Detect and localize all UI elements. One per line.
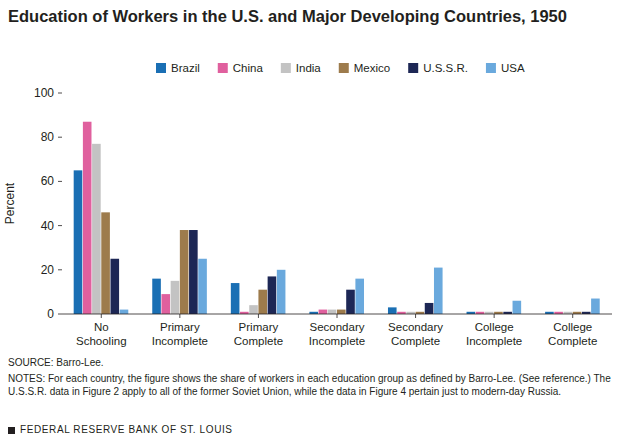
x-tick-label-line: College — [553, 321, 592, 333]
bar — [268, 276, 277, 314]
bar — [355, 279, 364, 314]
y-axis-label: Percent — [3, 182, 17, 224]
legend-label: China — [233, 62, 264, 74]
y-tick-label: 100 — [34, 86, 54, 100]
bar — [101, 212, 110, 314]
bar — [434, 268, 443, 314]
y-tick-label: 20 — [41, 263, 55, 277]
bar — [337, 310, 346, 314]
bar — [388, 307, 397, 314]
bar — [120, 310, 129, 314]
y-tick-label: 40 — [41, 219, 55, 233]
bar — [513, 301, 522, 314]
legend-swatch — [156, 63, 166, 73]
legend-swatch — [486, 63, 496, 73]
bars — [74, 122, 600, 314]
bar — [161, 294, 170, 314]
x-tick-label-line: Primary — [160, 321, 200, 333]
bar — [258, 290, 267, 314]
x-tick — [337, 314, 338, 318]
x-tick-label-line: Incomplete — [152, 335, 208, 347]
bar — [83, 122, 92, 314]
x-tick-label: Secondary Incomplete — [309, 321, 365, 347]
x-tick — [415, 314, 416, 318]
bar — [231, 283, 240, 314]
legend-swatch — [218, 63, 228, 73]
legend-swatch — [408, 63, 418, 73]
legend-label: U.S.S.R. — [423, 62, 468, 74]
x-tick-label-line: Secondary — [310, 321, 365, 333]
y-tick-label: 60 — [41, 174, 55, 188]
bar — [249, 305, 258, 314]
bar — [198, 259, 207, 314]
x-tick-label-line: College — [475, 321, 514, 333]
x-tick-label: Primary Complete — [234, 321, 283, 347]
y-tick — [58, 314, 62, 315]
legend-label: Brazil — [171, 62, 200, 74]
bar — [110, 259, 119, 314]
y-tick — [58, 93, 62, 94]
x-tick-label-line: Incomplete — [309, 335, 365, 347]
x-tick-label-line: Secondary — [388, 321, 443, 333]
x-tick — [179, 314, 180, 318]
x-tick-label: College Incomplete — [466, 321, 522, 347]
x-tick-label-line: Complete — [548, 335, 597, 347]
bar — [92, 144, 101, 314]
bar — [180, 230, 189, 314]
y-tick-label: 80 — [41, 130, 55, 144]
x-tick — [572, 314, 573, 318]
y-tick-label: 0 — [47, 307, 54, 321]
bar — [591, 299, 600, 314]
y-tick — [58, 137, 62, 138]
bar — [189, 230, 198, 314]
x-tick-label-line: Primary — [239, 321, 279, 333]
x-tick-label-line: No — [94, 321, 109, 333]
bar — [171, 281, 180, 314]
legend-swatch — [281, 63, 291, 73]
x-tick — [494, 314, 495, 318]
x-tick-label: No Schooling — [76, 321, 127, 347]
bar — [74, 170, 83, 314]
y-tick — [58, 225, 62, 226]
title: Education of Workers in the U.S. and Maj… — [8, 7, 567, 25]
x-tick-label: Primary Incomplete — [152, 321, 208, 347]
x-tick-label-line: Incomplete — [466, 335, 522, 347]
x-tick-label-line: Complete — [391, 335, 440, 347]
footer-square — [8, 427, 15, 434]
notes: NOTES: For each country, the figure show… — [8, 372, 613, 398]
bar — [346, 290, 355, 314]
y-tick — [58, 181, 62, 182]
x-tick-label: Secondary Complete — [388, 321, 443, 347]
x-tick — [101, 314, 102, 318]
x-tick-label-line: Complete — [234, 335, 283, 347]
x-tick-label: College Complete — [548, 321, 597, 347]
bar — [319, 310, 328, 314]
source: SOURCE: Barro-Lee. — [8, 357, 104, 368]
legend-label: USA — [501, 62, 525, 74]
bar — [328, 310, 337, 314]
legend-label: India — [296, 62, 322, 74]
y-tick — [58, 269, 62, 270]
bar — [425, 303, 434, 314]
legend-label: Mexico — [354, 62, 390, 74]
x-tick — [258, 314, 259, 318]
bar — [277, 270, 286, 314]
x-tick-label-line: Schooling — [76, 335, 127, 347]
legend-swatch — [339, 63, 349, 73]
bar — [152, 279, 161, 314]
footer: FEDERAL RESERVE BANK OF ST. LOUIS — [20, 424, 233, 435]
